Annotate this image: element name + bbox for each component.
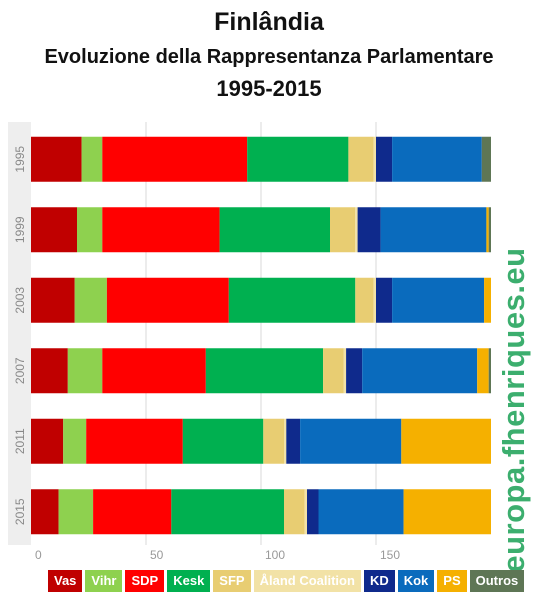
category-axis-band [8,122,31,545]
bar-1999-kd [357,207,381,253]
bar-1999-outros [488,207,491,253]
legend-item-vihr: Vihr [85,570,123,592]
legend-item--land-coalition: Åland Coalition [253,570,361,592]
bar-2011--land-coalition [284,418,287,464]
bar-2003-kok [392,277,485,323]
bar-1995-vas [31,136,82,182]
bar-2015--land-coalition [304,489,307,535]
category-label-2015: 2015 [13,498,27,525]
bar-2007-vihr [67,348,103,394]
legend-item-kok: Kok [397,570,435,592]
bar-2015-ps [403,489,491,535]
bar-1995-kesk [247,136,349,182]
legend-item-kd: KD [363,570,395,592]
bar-1999--land-coalition [355,207,358,253]
bar-2011-ps [401,418,491,464]
bar-2015-kesk [171,489,284,535]
bar-2003-sfp [355,277,374,323]
bar-2003-sdp [106,277,229,323]
legend-item-kesk: Kesk [167,570,211,592]
bar-2007-kesk [205,348,324,394]
bar-2011-vas [31,418,64,464]
chart-title: Finlândia [214,8,324,36]
legend-item-sfp: SFP [213,570,251,592]
x-tick-label-150: 150 [380,548,400,562]
bar-1995-vihr [81,136,103,182]
legend-item-vas: Vas [48,570,83,592]
bar-1999-vas [31,207,77,253]
bar-1995-kok [392,136,482,182]
category-label-2003: 2003 [13,287,27,314]
bar-1999-kok [380,207,487,253]
bar-2011-vihr [63,418,87,464]
legend-item-outros: Outros [469,570,525,592]
bar-2011-sfp [263,418,284,464]
x-tick-label-100: 100 [265,548,285,562]
bar-2003--land-coalition [373,277,376,323]
category-label-2011: 2011 [13,428,27,454]
bar-2007-outros [488,348,491,394]
bar-2007-sdp [102,348,206,394]
bar-2015-kd [307,489,319,535]
bar-1995--land-coalition [373,136,376,182]
bar-2003-kesk [228,277,356,323]
category-label-1999: 1999 [13,216,27,243]
bar-2003-vas [31,277,75,323]
bar-2015-vas [31,489,59,535]
bar-2003-kd [376,277,393,323]
bar-1999-sfp [330,207,356,253]
bar-2007-sfp [323,348,344,394]
bar-2007-kok [362,348,478,394]
legend-item-ps: PS [437,570,467,592]
chart-legend: Vas Vihr SDP Kesk SFP Åland Coalition KD Kok PS O… [48,570,525,592]
bar-2011-kd [286,418,301,464]
bar-2011-kok [300,418,402,464]
bar-2003-vihr [74,277,107,323]
bar-1995-sfp [348,136,374,182]
bar-2015-kok [318,489,404,535]
chart-period: 1995-2015 [216,76,322,101]
x-tick-label-0: 0 [35,548,42,562]
watermark: europa.fhenriques.eu [496,247,531,573]
bar-1999-vihr [77,207,103,253]
bar-2007-kd [346,348,363,394]
bar-1999-sdp [102,207,220,253]
legend-item-sdp: SDP [125,570,165,592]
category-label-2007: 2007 [13,357,27,384]
bar-1995-outros [481,136,491,182]
bar-2015-vihr [58,489,94,535]
bar-2007--land-coalition [343,348,347,394]
chart-subtitle: Evoluzione della Rappresentanza Parlamen… [44,46,494,68]
bar-2011-kesk [182,418,264,464]
bar-2007-ps [477,348,489,394]
bar-2007-vas [31,348,68,394]
bar-2015-sfp [284,489,305,535]
bar-2015-sdp [93,489,172,535]
bar-2003-ps [484,277,491,323]
bar-1995-sdp [102,136,248,182]
bar-1999-kesk [219,207,330,253]
category-label-1995: 1995 [13,146,27,173]
x-tick-label-50: 50 [150,548,164,562]
bar-2011-sdp [86,418,183,464]
bar-1995-kd [376,136,393,182]
bar-1999-ps [486,207,489,253]
